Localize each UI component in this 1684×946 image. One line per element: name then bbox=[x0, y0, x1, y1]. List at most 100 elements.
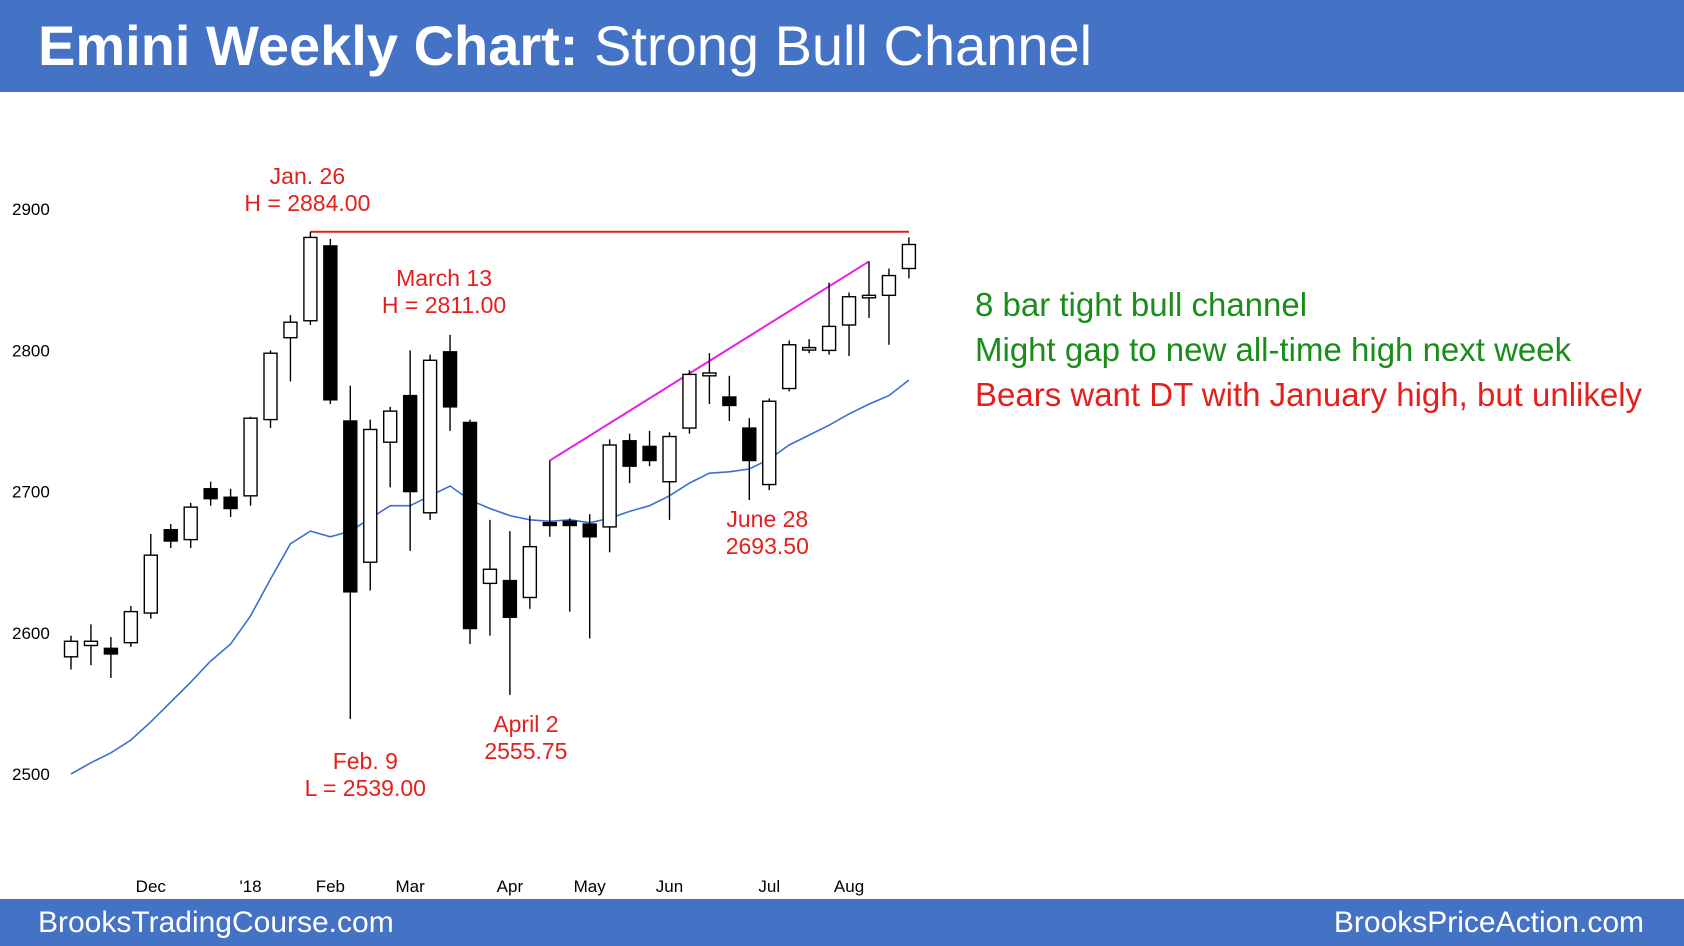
candle bbox=[722, 375, 737, 421]
candle-body-bear bbox=[642, 445, 657, 462]
candle-body-bull bbox=[83, 640, 99, 647]
candle-body-bull bbox=[123, 610, 139, 644]
x-tick-label: Jun bbox=[656, 877, 683, 896]
candle-body-bear bbox=[343, 420, 358, 593]
candle bbox=[742, 418, 757, 501]
candle-body-bull bbox=[841, 296, 857, 326]
candle-body-bear bbox=[722, 396, 737, 407]
candle-body-bull bbox=[821, 325, 837, 352]
footer-left-site: BrooksTradingCourse.com bbox=[38, 906, 394, 939]
y-tick-label: 2500 bbox=[12, 765, 50, 784]
candle bbox=[83, 624, 99, 666]
candle-body-bull bbox=[861, 294, 877, 299]
candle bbox=[782, 340, 797, 392]
candle bbox=[562, 518, 577, 612]
candle bbox=[103, 637, 119, 678]
candle bbox=[881, 268, 897, 345]
commentary-line-3: Bears want DT with January high, but unl… bbox=[975, 376, 1643, 413]
candle bbox=[123, 605, 139, 647]
candle bbox=[502, 531, 518, 695]
price-annotation: L = 2539.00 bbox=[305, 775, 426, 801]
page-title: Emini Weekly Chart: Strong Bull Channel bbox=[38, 10, 1092, 82]
candle-body-bull bbox=[303, 236, 318, 322]
header-bar: Emini Weekly Chart: Strong Bull Channel bbox=[0, 0, 1684, 92]
candle-body-bear bbox=[622, 440, 637, 467]
y-tick-label: 2600 bbox=[12, 624, 50, 643]
price-annotation: April 2 bbox=[493, 711, 558, 737]
candle bbox=[762, 398, 777, 491]
candle-body-bull bbox=[283, 321, 298, 339]
price-annotation: March 13 bbox=[396, 265, 492, 291]
candle bbox=[582, 514, 597, 639]
x-tick-label: Apr bbox=[497, 877, 524, 896]
candle-body-bull bbox=[263, 352, 278, 421]
candle bbox=[801, 339, 817, 354]
candle bbox=[542, 460, 557, 537]
candle bbox=[642, 430, 657, 467]
title-rest: Strong Bull Channel bbox=[578, 14, 1093, 77]
candle-body-bull bbox=[881, 274, 897, 297]
candle-body-bull bbox=[801, 346, 817, 351]
candle bbox=[283, 315, 298, 382]
candle-body-bear bbox=[163, 529, 178, 542]
candle-body-bull bbox=[183, 506, 198, 541]
candle-body-bull bbox=[63, 640, 79, 658]
candle-body-bull bbox=[901, 243, 917, 270]
y-tick-label: 2700 bbox=[12, 483, 50, 502]
y-tick-label: 2900 bbox=[12, 200, 50, 219]
candle bbox=[422, 354, 438, 520]
candle-body-bear bbox=[562, 520, 577, 527]
price-annotation: 2555.75 bbox=[484, 738, 567, 764]
candle bbox=[383, 406, 398, 488]
x-tick-label: Aug bbox=[834, 877, 864, 896]
y-tick-label: 2800 bbox=[12, 341, 50, 360]
price-annotation: Feb. 9 bbox=[333, 748, 398, 774]
candle bbox=[303, 231, 318, 325]
candle-body-bear bbox=[323, 245, 338, 401]
annotations: Jan. 26H = 2884.00 March 13H = 2811.00 Feb… bbox=[244, 163, 808, 801]
commentary-line-1: 8 bar tight bull channel bbox=[975, 286, 1308, 323]
price-annotation: H = 2884.00 bbox=[244, 190, 370, 216]
weekly-candlestick-chart: 2500 2600 2700 2800 2900 Dec '18 Feb Mar Apr May J… bbox=[12, 163, 917, 896]
candle-body-bear bbox=[442, 351, 458, 408]
candle bbox=[662, 432, 677, 520]
candle bbox=[901, 237, 917, 279]
x-tick-label: Feb bbox=[316, 877, 345, 896]
price-annotation: June 28 bbox=[726, 506, 808, 532]
candle-body-bull bbox=[482, 568, 498, 585]
x-tick-label: Dec bbox=[136, 877, 167, 896]
candle-body-bear bbox=[742, 427, 757, 462]
candle-body-bear bbox=[223, 496, 238, 510]
footer-bar: BrooksTradingCourse.com BrooksPriceActio… bbox=[0, 899, 1684, 946]
candle bbox=[143, 533, 159, 619]
commentary-line-2: Might gap to new all-time high next week bbox=[975, 331, 1572, 368]
candle bbox=[622, 433, 637, 484]
candle-body-bear bbox=[103, 647, 119, 655]
x-tick-label: '18 bbox=[239, 877, 261, 896]
candle-body-bull bbox=[762, 400, 777, 486]
candle bbox=[343, 385, 358, 719]
candle-body-bear bbox=[203, 488, 218, 500]
title-bold: Emini Weekly Chart: bbox=[38, 14, 579, 77]
candle-body-bear bbox=[502, 579, 518, 618]
candle-body-bear bbox=[542, 521, 557, 527]
candle bbox=[442, 334, 458, 431]
candle-body-bull bbox=[363, 428, 378, 563]
candle bbox=[682, 370, 697, 434]
candle bbox=[602, 439, 617, 553]
candle-body-bull bbox=[602, 444, 617, 528]
candle-body-bull bbox=[682, 373, 697, 429]
candle bbox=[163, 524, 178, 549]
price-annotation: Jan. 26 bbox=[270, 163, 345, 189]
candle-body-bull bbox=[422, 359, 438, 514]
candle-body-bear bbox=[402, 394, 418, 493]
price-annotation: H = 2811.00 bbox=[382, 292, 506, 318]
price-annotation: 2693.50 bbox=[726, 533, 809, 559]
y-axis: 2500 2600 2700 2800 2900 bbox=[12, 200, 50, 784]
candle-body-bull bbox=[522, 545, 538, 599]
candle bbox=[323, 238, 338, 405]
x-tick-label: Jul bbox=[758, 877, 780, 896]
candle-body-bull bbox=[702, 372, 717, 377]
candle bbox=[203, 481, 218, 506]
candle bbox=[243, 416, 258, 506]
